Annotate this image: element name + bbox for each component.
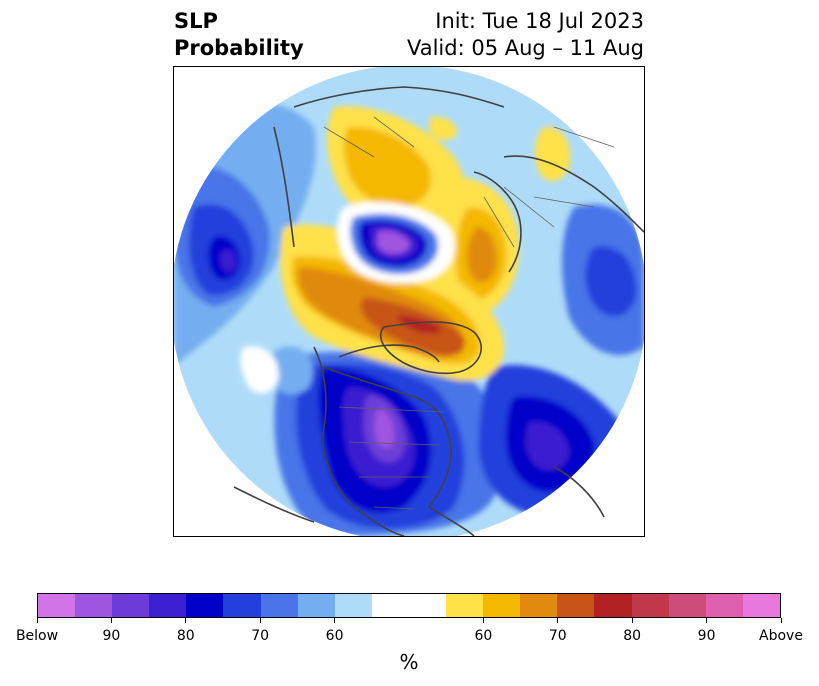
colorbar-segment: [297, 594, 335, 617]
colorbar-segment: [260, 594, 298, 617]
colorbar-tick-label: 60: [325, 628, 344, 644]
colorbar-tick-label: 80: [176, 628, 195, 644]
valid-range: Valid: 05 Aug – 11 Aug: [406, 36, 644, 60]
colorbar-tick-mark: [334, 618, 336, 623]
probability-map: [174, 67, 644, 536]
colorbar-tick-label: 60: [474, 628, 493, 644]
colorbar-segment: [371, 594, 409, 617]
colorbar-segment: [38, 594, 76, 617]
colorbar-tick-label: 90: [697, 628, 716, 644]
colorbar-tick-label: Above: [759, 628, 803, 644]
colorbar-segment: [631, 594, 669, 617]
colorbar-tick-mark: [706, 618, 708, 623]
colorbar-segment: [446, 594, 484, 617]
colorbar-tick-label: 90: [102, 628, 121, 644]
colorbar-segment: [75, 594, 113, 617]
colorbar-segment: [594, 594, 632, 617]
borders: [323, 116, 615, 510]
colorbar-segment: [334, 594, 372, 617]
colorbar-tick-label: Below: [15, 628, 59, 644]
title-line-slp: SLP: [174, 9, 218, 33]
colorbar-tick-label: 80: [623, 628, 642, 644]
coastlines: [233, 86, 644, 536]
init-date: Init: Tue 18 Jul 2023: [435, 9, 644, 33]
colorbar-tick-mark: [259, 618, 261, 623]
colorbar-tick-mark: [557, 618, 559, 623]
colorbar-segment: [668, 594, 706, 617]
colorbar-tick-mark: [482, 618, 484, 623]
chart-title: SLP Probability: [174, 8, 304, 62]
colorbar-segment: [408, 594, 447, 617]
colorbar-tick-mark: [36, 618, 38, 623]
map-panel: [173, 66, 645, 537]
colorbar-tick-mark: [780, 618, 782, 623]
colorbar: [37, 593, 781, 618]
colorbar-segment: [705, 594, 743, 617]
colorbar-segment: [112, 594, 150, 617]
colorbar-tick-mark: [110, 618, 112, 623]
title-line-probability: Probability: [174, 36, 304, 60]
colorbar-segment: [223, 594, 261, 617]
colorbar-tick-label: 70: [251, 628, 270, 644]
probability-shading: [174, 67, 644, 536]
colorbar-tick-label: 70: [548, 628, 567, 644]
colorbar-segment: [742, 594, 780, 617]
colorbar-segment: [186, 594, 224, 617]
colorbar-units-label: %: [399, 650, 419, 674]
colorbar-tick-mark: [631, 618, 633, 623]
colorbar-segment: [520, 594, 558, 617]
colorbar-tick-mark: [185, 618, 187, 623]
forecast-dates: Init: Tue 18 Jul 2023 Valid: 05 Aug – 11…: [407, 8, 644, 62]
colorbar-segment: [557, 594, 595, 617]
colorbar-segment: [483, 594, 521, 617]
colorbar-segment: [149, 594, 187, 617]
